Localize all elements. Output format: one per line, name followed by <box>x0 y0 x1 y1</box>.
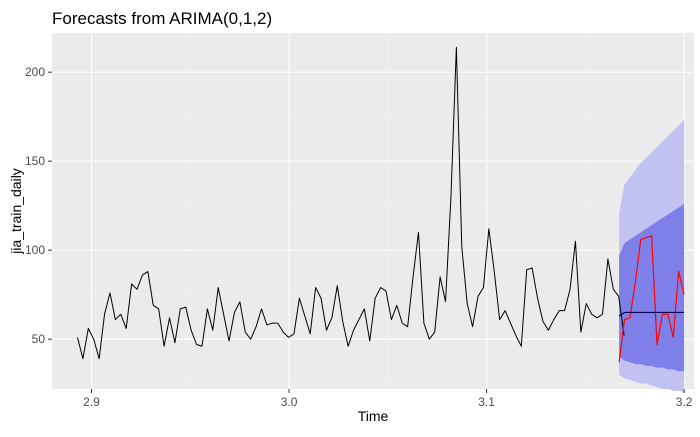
y-tick-label: 200 <box>25 65 45 79</box>
x-axis-label: Time <box>358 408 389 424</box>
y-tick-label: 50 <box>32 332 46 346</box>
band-80 <box>619 203 685 372</box>
forecast-line <box>618 311 685 317</box>
y-axis-label: jia_train_daily <box>8 168 24 255</box>
observed-line <box>76 46 625 360</box>
prediction-intervals <box>619 120 685 393</box>
x-tick-label: 3.0 <box>281 395 298 409</box>
plot-panel <box>52 33 694 389</box>
x-tick-label: 3.1 <box>478 395 495 409</box>
x-tick-label: 3.2 <box>676 395 693 409</box>
y-tick-label: 150 <box>25 154 45 168</box>
y-axis: 50 100 150 200 <box>25 65 52 346</box>
grid-minor <box>52 33 694 389</box>
y-tick-label: 100 <box>25 243 45 257</box>
chart-title: Forecasts from ARIMA(0,1,2) <box>52 9 272 28</box>
x-axis: 2.9 3.0 3.1 3.2 <box>83 389 693 409</box>
x-tick-label: 2.9 <box>83 395 100 409</box>
series-lines <box>76 46 685 363</box>
actual-overlay-line <box>618 235 685 363</box>
grid-major <box>52 33 694 389</box>
